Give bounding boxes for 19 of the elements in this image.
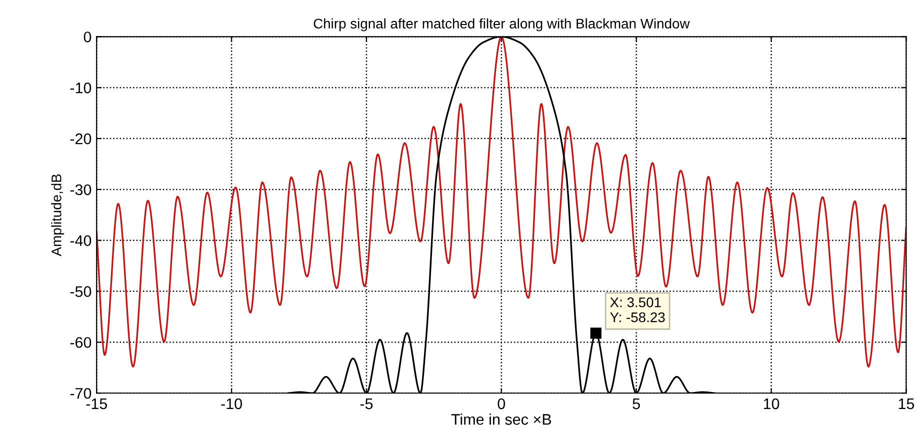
- y-axis-title: Amplitude,dB: [51, 174, 64, 256]
- y-tick-label: -70: [70, 388, 92, 399]
- y-tick-label: -40: [70, 235, 92, 246]
- x-tick-label: -10: [221, 398, 242, 410]
- y-tick-label: -10: [70, 82, 92, 94]
- y-tick-label: -50: [70, 286, 92, 297]
- x-tick-label: 10: [764, 398, 780, 410]
- x-tick-label: -15: [86, 398, 107, 410]
- x-tick-label: 0: [498, 398, 506, 410]
- annotation: X: 3.501 Y: -58.23: [610, 297, 665, 322]
- x-tick-label: 5: [632, 398, 640, 410]
- y-tick-label: -30: [70, 184, 92, 196]
- y-tick-label: -20: [70, 133, 92, 144]
- y-tick-label: -60: [70, 337, 92, 348]
- y-tick-label: 0: [84, 32, 92, 42]
- x-axis-title: Time in sec ×B: [451, 414, 552, 425]
- chart-title: Chirp signal after matched filter along with Blackman Window: [314, 18, 690, 32]
- x-tick-label: 15: [898, 398, 914, 410]
- x-tick-label: -5: [360, 398, 373, 410]
